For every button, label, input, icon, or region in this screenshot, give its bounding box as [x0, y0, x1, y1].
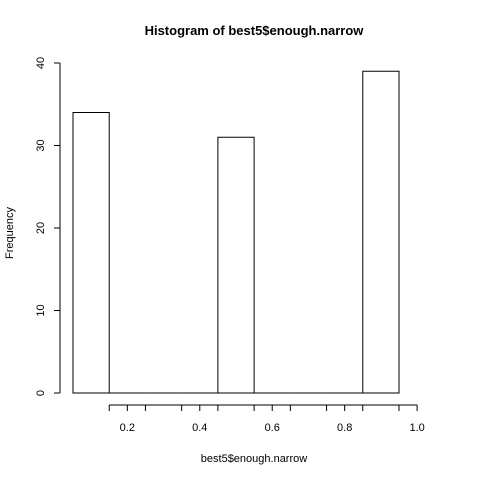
bars-group	[73, 71, 399, 393]
chart-title: Histogram of best5$enough.narrow	[145, 23, 365, 38]
y-tick-label: 40	[35, 57, 47, 69]
x-tick-label: 0.8	[337, 422, 352, 434]
y-tick-label: 30	[35, 139, 47, 151]
x-axis-label: best5$enough.narrow	[201, 453, 307, 465]
histogram-bar-8	[363, 71, 399, 393]
histogram-bar-0	[73, 113, 109, 394]
x-tick-label: 0.6	[265, 422, 280, 434]
x-tick-label: 1.0	[409, 422, 424, 434]
y-axis: 0 10 20 30 40	[35, 57, 60, 396]
histogram-bar-4	[218, 137, 254, 393]
y-tick-label: 10	[35, 304, 47, 316]
y-tick-label: 20	[35, 222, 47, 234]
y-tick-label: 0	[35, 390, 47, 396]
x-axis: 0.2 0.4 0.6 0.8 1.0	[109, 405, 425, 434]
x-tick-label: 0.4	[192, 422, 207, 434]
y-axis-label: Frequency	[4, 207, 16, 259]
x-tick-label: 0.2	[120, 422, 135, 434]
